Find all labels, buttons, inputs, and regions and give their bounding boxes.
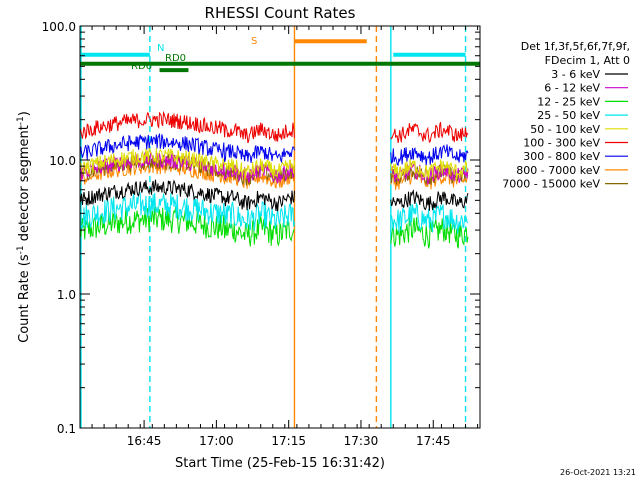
series-line [390,189,469,211]
chart-title: RHESSI Count Rates [205,4,356,22]
legend-header-line-1: Det 1f,3f,5f,6f,7f,9f, [521,40,630,53]
y-axis-label: Count Rate (s-1 detector segment-1) [16,111,32,343]
y-axis-label-part-3: -1 [16,116,26,125]
legend-entry-label: 100 - 300 keV [523,137,600,150]
x-tick-label: 17:15 [271,434,306,448]
series-line [79,133,295,164]
y-axis-label-part-2: detector segment [17,125,32,245]
x-axis-label: Start Time (25-Feb-15 16:31:42) [175,456,385,471]
y-axis-label-part-1: -1 [16,245,26,254]
y-axis-label-part-4: ) [17,111,32,116]
legend-entry-label: 25 - 50 keV [537,109,600,122]
legend-entry-label: 12 - 25 keV [537,95,600,108]
series-line [390,122,469,143]
legend-entry-label: 6 - 12 keV [544,82,600,95]
status-bar-label: N [157,43,164,54]
status-bar-label: RD0 [165,53,186,64]
legend-entry-label: 7000 - 15000 keV [502,178,600,191]
series-line [79,110,295,144]
y-tick-label: 10.0 [49,154,76,168]
x-tick-label: 17:45 [416,434,451,448]
y-tick-label: 1.0 [57,288,76,302]
legend-entry-label: 300 - 800 keV [523,150,600,163]
footer-timestamp: 26-Oct-2021 13:21 [560,468,636,477]
series-line [390,203,469,234]
status-bar-label: S [251,36,257,47]
series-line [79,147,295,180]
legend-entry-label: 3 - 6 keV [551,68,600,81]
y-tick-label: 100.0 [42,20,76,34]
x-tick-label: 17:30 [344,434,379,448]
series-line [390,158,469,180]
legend-header-line-2: FDecim 1, Att 0 [545,54,630,67]
x-tick-label: 17:00 [199,434,234,448]
legend-entry-label: 50 - 100 keV [530,123,600,136]
series-line [79,192,295,231]
y-axis-label-part-0: Count Rate (s [17,254,32,343]
x-tick-label: 16:45 [127,434,162,448]
plot-frame [79,25,481,429]
status-bar-label: RD6 [131,61,152,72]
legend-entry-label: 800 - 7000 keV [516,164,600,177]
series-line [390,144,469,167]
series-line [390,216,469,249]
series-line [79,179,295,212]
y-tick-label: 0.1 [57,422,76,436]
